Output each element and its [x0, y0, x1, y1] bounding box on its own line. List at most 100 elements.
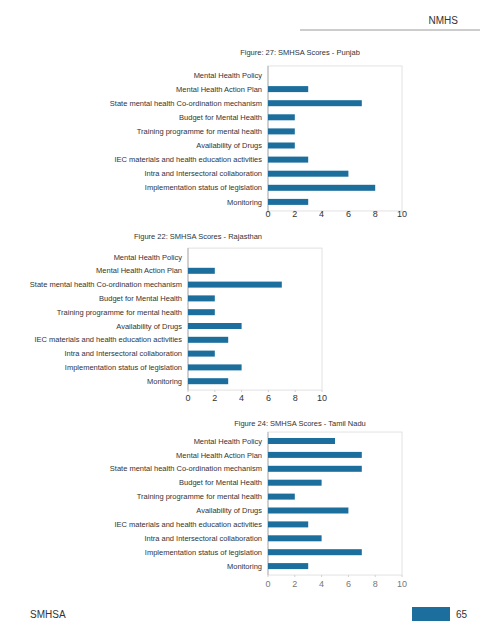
footer: SMHSA — [30, 609, 66, 620]
header: NMHS — [429, 15, 459, 26]
bar — [268, 452, 362, 458]
category-label: State mental health Co-ordination mechan… — [30, 280, 182, 289]
bar — [268, 157, 308, 163]
category-label: State mental health Co-ordination mechan… — [110, 99, 262, 108]
category-label: IEC materials and health education activ… — [34, 335, 182, 344]
bar — [268, 438, 335, 444]
tick — [402, 575, 403, 577]
bar — [268, 86, 308, 92]
plot-frame — [268, 66, 402, 211]
tick-label: 10 — [317, 393, 327, 403]
tick — [375, 575, 376, 577]
chart-title: Figure: 27: SMHSA Scores - Punjab — [240, 48, 360, 57]
bar — [268, 143, 295, 149]
tick-label: 8 — [293, 393, 298, 403]
tick-label: 2 — [292, 579, 297, 589]
tick-label: 0 — [265, 579, 270, 589]
plot-frame — [188, 248, 322, 390]
chart: Figure 22: SMHSA Scores - Rajasthan Menta… — [30, 232, 327, 403]
chart-title: Figure 22: SMHSA Scores - Rajasthan — [134, 232, 262, 241]
header-rule — [300, 30, 480, 31]
tick-label: 4 — [319, 579, 324, 589]
bar — [268, 466, 362, 472]
tick — [268, 390, 269, 392]
tick-label: 4 — [319, 209, 324, 219]
chart: Figure 24: SMHSA Scores - Tamil Nadu Ment… — [110, 419, 407, 589]
bar — [188, 337, 228, 343]
bars — [268, 438, 362, 569]
bar — [268, 185, 375, 191]
chart-title: Figure 24: SMHSA Scores - Tamil Nadu — [234, 419, 366, 428]
tick-label: 8 — [373, 579, 378, 589]
tick-label: 8 — [373, 209, 378, 219]
tick-label: 0 — [265, 209, 270, 219]
bar — [188, 282, 282, 288]
tick-label: 6 — [346, 579, 351, 589]
bar — [268, 521, 308, 527]
category-label: Availability of Drugs — [116, 322, 182, 331]
tick-label: 4 — [239, 393, 244, 403]
category-label: Intra and Intersectoral collaboration — [144, 534, 262, 543]
page: NMHS SMHSA 65 Figure: 27: SMHSA Scores - Pu… — [0, 0, 480, 640]
bar — [188, 364, 242, 370]
tick — [241, 390, 242, 392]
page-number: 65 — [456, 609, 468, 620]
bar — [268, 535, 322, 541]
category-label: Monitoring — [227, 198, 262, 207]
category-label: Budget for Mental Health — [99, 294, 182, 303]
tick — [295, 390, 296, 392]
bar — [268, 72, 269, 78]
category-label: State mental health Co-ordination mechan… — [110, 464, 262, 473]
tick-label: 2 — [212, 393, 217, 403]
bar — [268, 480, 322, 486]
category-label: Mental Health Action Plan — [176, 451, 262, 460]
tick — [214, 390, 215, 392]
bar — [268, 494, 295, 500]
tick-label: 6 — [266, 393, 271, 403]
category-label: Monitoring — [227, 562, 262, 571]
tick — [322, 390, 323, 392]
tick — [188, 390, 189, 392]
category-label: Availability of Drugs — [196, 506, 262, 515]
bar — [268, 199, 308, 205]
bar — [188, 295, 215, 301]
tick-label: 10 — [397, 579, 407, 589]
tick — [268, 575, 269, 577]
category-label: Implementation status of legislation — [145, 548, 262, 557]
bar — [188, 309, 215, 315]
bar — [268, 508, 348, 514]
bar — [188, 323, 242, 329]
tick-label: 10 — [397, 209, 407, 219]
category-label: Intra and Intersectoral collaboration — [64, 349, 182, 358]
bars — [268, 86, 375, 205]
plot-frame — [268, 432, 402, 575]
tick-label: 2 — [292, 209, 297, 219]
bar — [268, 549, 362, 555]
bars — [188, 268, 282, 384]
category-label: IEC materials and health education activ… — [114, 520, 262, 529]
category-label: Training programme for mental health — [137, 492, 262, 501]
category-label: Training programme for mental health — [137, 127, 262, 136]
category-label: Training programme for mental health — [57, 308, 182, 317]
tick — [294, 575, 295, 577]
category-label: Availability of Drugs — [196, 141, 262, 150]
category-label: Mental Health Action Plan — [176, 85, 262, 94]
category-label: IEC materials and health education activ… — [114, 155, 262, 164]
bar — [188, 268, 215, 274]
category-label: Mental Health Policy — [114, 253, 183, 262]
category-label: Intra and Intersectoral collaboration — [144, 169, 262, 178]
category-label: Mental Health Policy — [194, 437, 263, 446]
bar — [188, 254, 189, 260]
bar — [188, 351, 215, 357]
tick-label: 0 — [185, 393, 190, 403]
tick — [321, 575, 322, 577]
category-label: Implementation status of legislation — [145, 183, 262, 192]
bar — [268, 128, 295, 134]
bar — [268, 171, 348, 177]
category-label: Implementation status of legislation — [65, 363, 182, 372]
category-label: Monitoring — [147, 377, 182, 386]
category-label: Mental Health Policy — [194, 71, 263, 80]
category-label: Budget for Mental Health — [179, 113, 262, 122]
chart: Figure: 27: SMHSA Scores - Punjab Mental … — [110, 48, 407, 219]
category-label: Budget for Mental Health — [179, 478, 262, 487]
